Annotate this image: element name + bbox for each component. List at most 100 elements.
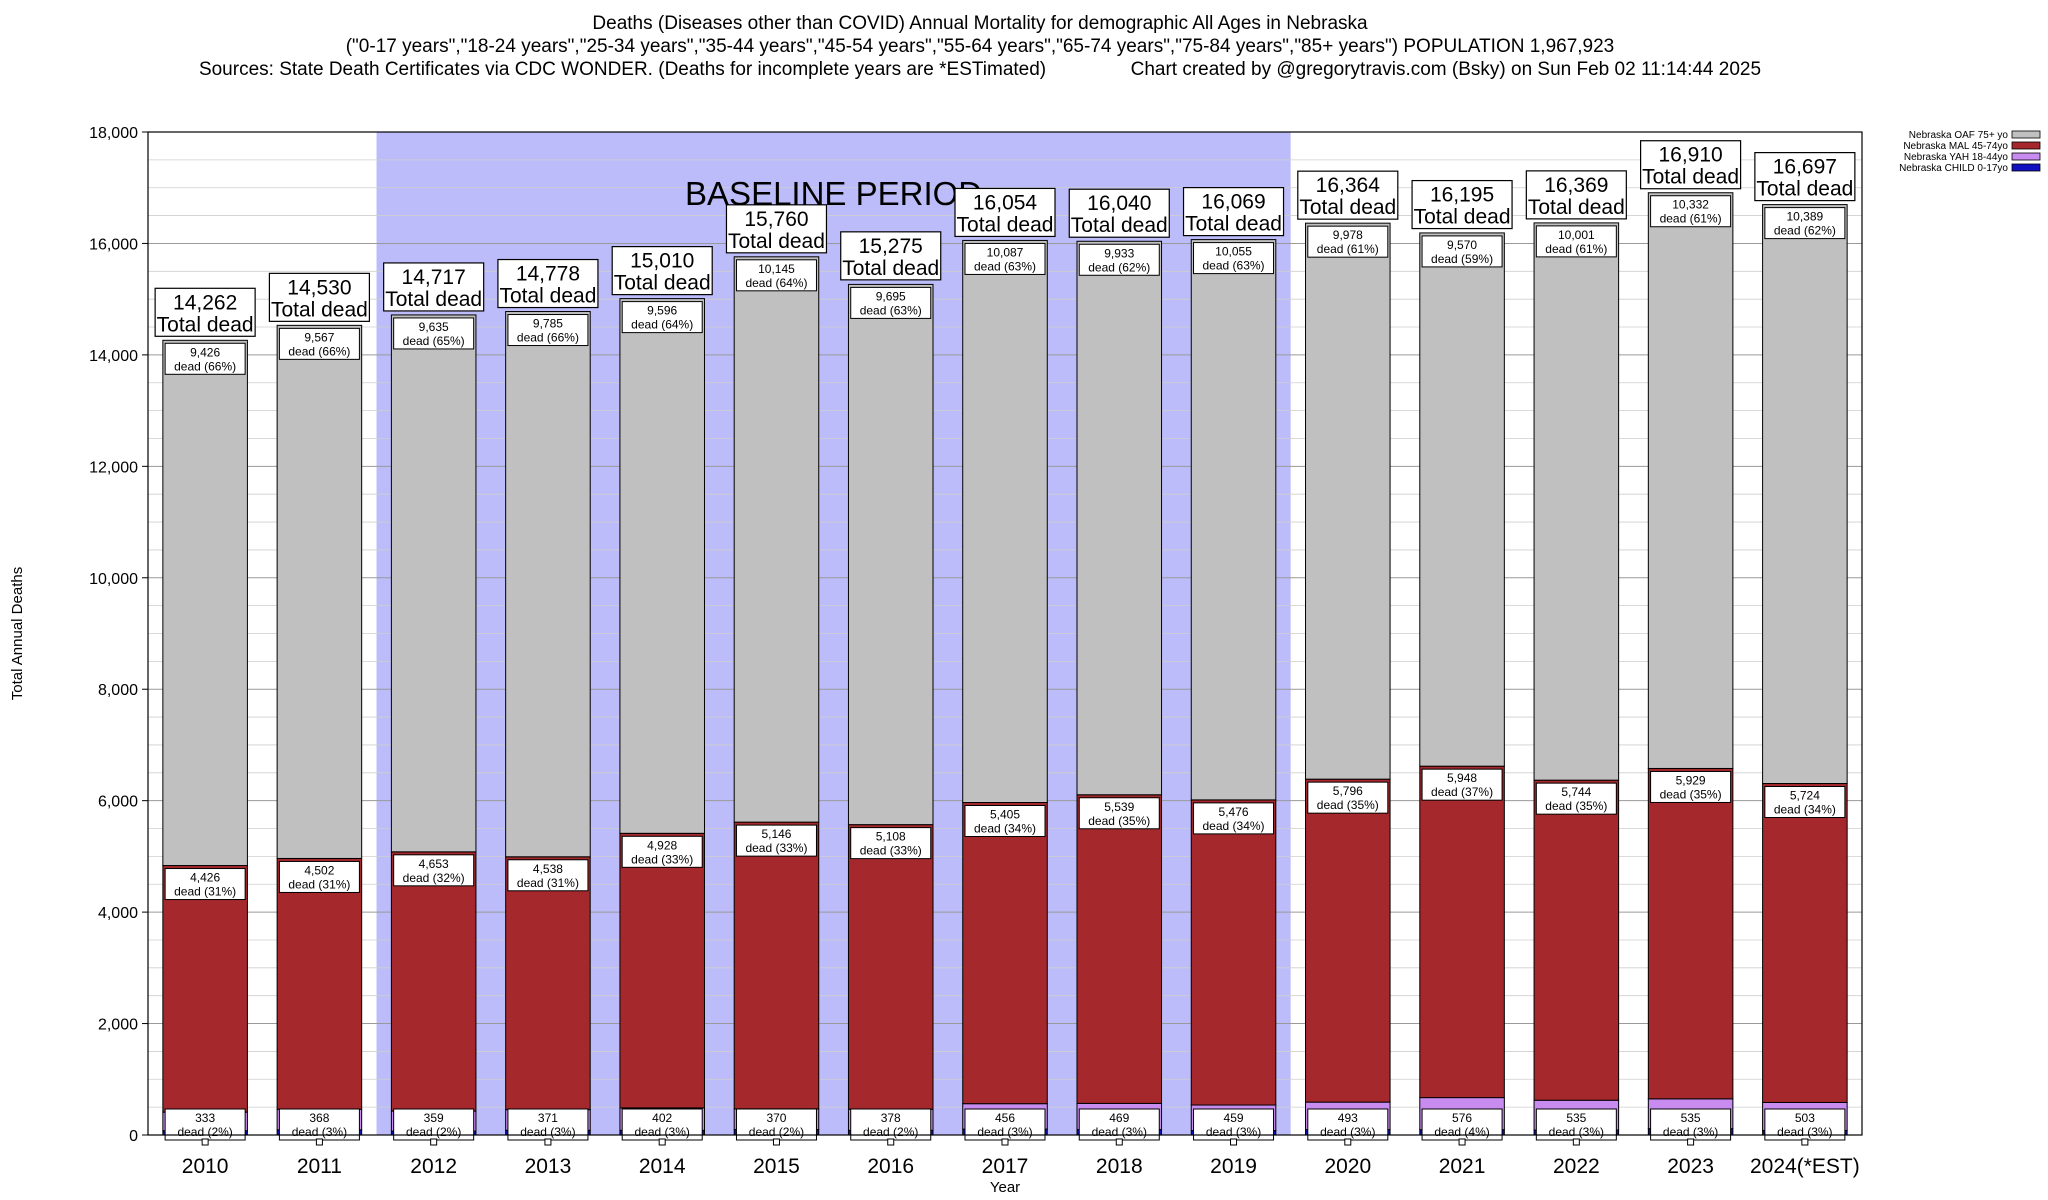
total-label-box	[1182, 186, 1285, 237]
segment-value-label: 402	[652, 1111, 672, 1125]
segment-value-label: 5,405	[990, 808, 1020, 822]
segment-label-box	[964, 242, 1046, 275]
total-label-box	[840, 231, 942, 281]
segment-pct-label: dead (3%)	[1206, 1125, 1261, 1139]
segment-label-box	[1193, 802, 1275, 835]
bar-segment	[1647, 192, 1734, 769]
segment-label-box	[507, 314, 589, 347]
segment-label-box	[621, 835, 703, 868]
total-value-label: 16,369	[1544, 174, 1608, 197]
total-value-label: 16,054	[973, 191, 1038, 214]
segment-value-label: 5,476	[1219, 805, 1249, 819]
segment-pct-label: dead (31%)	[517, 876, 579, 890]
axes-group: 2010 2011 2012 2013 2014 2015 2016 2017 2018 2019…	[9, 125, 1863, 1196]
legend-swatch	[2011, 130, 2041, 139]
segment-value-label: 368	[309, 1111, 329, 1125]
bar-segment	[390, 314, 477, 853]
baseline-marker	[1572, 1138, 1580, 1146]
total-label-box	[1525, 170, 1627, 220]
total-value-label: 15,275	[859, 235, 923, 258]
bar-segment	[162, 865, 248, 1113]
segment-pct-label: dead (3%)	[1092, 1125, 1147, 1139]
segment-value-label: 5,948	[1447, 771, 1477, 785]
segment-pct-label: dead (64%)	[745, 276, 807, 290]
total-value-label: 16,364	[1316, 174, 1381, 197]
baseline-marker	[201, 1138, 209, 1146]
segment-label-box	[1650, 770, 1732, 803]
total-label-box	[1639, 140, 1742, 190]
segment-label-box	[850, 286, 932, 319]
chart-title: Deaths (Diseases other than COVID) Annua…	[592, 13, 1368, 34]
segment-pct-label: dead (61%)	[1660, 212, 1722, 226]
segment-value-label: 576	[1452, 1111, 1472, 1125]
total-label-box	[1754, 152, 1856, 202]
segment-value-label: 4,538	[533, 862, 563, 876]
segment-pct-label: dead (2%)	[749, 1125, 804, 1139]
segment-pct-label: dead (32%)	[403, 871, 465, 885]
segment-label-box	[164, 342, 246, 375]
segment-label-box	[164, 868, 246, 901]
segment-pct-label: dead (64%)	[631, 318, 693, 332]
segment-label-box	[393, 854, 475, 887]
baseline-marker	[1458, 1138, 1466, 1146]
total-value-label: 16,697	[1773, 156, 1837, 179]
total-label-box	[1068, 188, 1170, 238]
segment-value-label: 503	[1795, 1111, 1815, 1125]
baseline-marker	[887, 1138, 895, 1146]
x-tick-label: 2018	[1096, 1155, 1143, 1178]
segment-pct-label: dead (33%)	[631, 852, 693, 866]
x-tick-label: 2023	[1667, 1155, 1714, 1178]
baseline-marker	[1344, 1138, 1352, 1146]
total-suffix-label: Total dead	[157, 313, 254, 336]
segment-pct-label: dead (63%)	[860, 303, 922, 317]
segment-label-box	[735, 259, 817, 292]
x-tick-label: 2011	[297, 1155, 342, 1178]
segment-label-box	[735, 824, 817, 857]
segment-value-label: 9,596	[647, 304, 677, 318]
segment-value-label: 459	[1224, 1111, 1244, 1125]
segment-pct-label: dead (35%)	[1088, 814, 1150, 828]
segment-label-box	[1421, 768, 1503, 801]
segment-pct-label: dead (31%)	[174, 885, 236, 899]
bar-segment	[733, 821, 820, 1110]
segment-pct-label: dead (33%)	[860, 844, 922, 858]
y-tick-label: 0	[129, 1128, 138, 1145]
bar-segment	[847, 824, 934, 1110]
y-tick-label: 14,000	[89, 348, 138, 365]
total-suffix-label: Total dead	[1299, 196, 1396, 219]
bar-segment	[1076, 240, 1163, 796]
total-value-label: 14,262	[173, 291, 237, 314]
total-suffix-label: Total dead	[271, 298, 368, 321]
segment-pct-label: dead (3%)	[520, 1125, 575, 1139]
total-suffix-label: Total dead	[385, 288, 482, 311]
segment-value-label: 371	[538, 1111, 558, 1125]
segment-value-label: 10,389	[1787, 210, 1824, 224]
y-tick-label: 10,000	[89, 571, 138, 588]
baseline-marker	[1687, 1138, 1695, 1146]
y-tick-label: 6,000	[98, 794, 138, 811]
segment-pct-label: dead (3%)	[1320, 1125, 1375, 1139]
bar-segment	[733, 256, 820, 823]
total-label-box	[1297, 170, 1399, 220]
segment-value-label: 5,146	[761, 827, 791, 841]
segment-value-label: 9,426	[190, 345, 220, 359]
total-label-box	[497, 258, 599, 309]
segment-label-box	[1078, 797, 1160, 830]
bar-segment	[162, 339, 248, 867]
total-value-label: 14,717	[402, 266, 466, 289]
total-value-label: 15,010	[630, 250, 694, 273]
total-suffix-label: Total dead	[614, 272, 711, 295]
bar-segment	[505, 311, 591, 858]
segment-pct-label: dead (66%)	[174, 359, 236, 373]
segment-value-label: 4,928	[647, 838, 677, 852]
y-tick-label: 4,000	[98, 905, 138, 922]
legend-swatch	[2011, 163, 2041, 172]
segment-label-box	[507, 859, 589, 892]
total-label-box	[611, 246, 713, 296]
x-axis-title: Year	[990, 1179, 1020, 1196]
segment-label-box	[278, 327, 360, 360]
bar-segment	[1076, 794, 1163, 1104]
bar-segment	[390, 851, 477, 1112]
